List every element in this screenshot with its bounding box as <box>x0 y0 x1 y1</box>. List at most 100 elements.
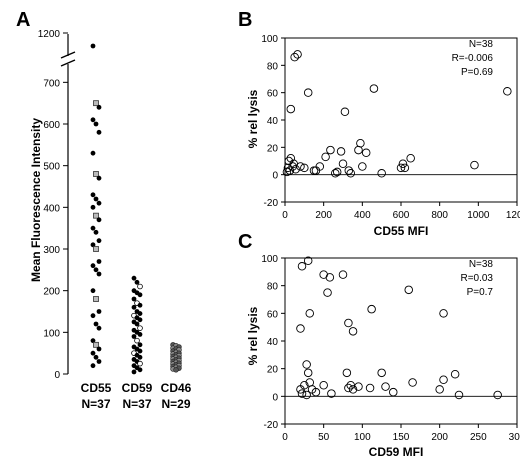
y-tick-label: 80 <box>267 282 279 293</box>
scatter-point <box>297 389 307 398</box>
panel-a-point <box>93 229 99 235</box>
scatter-point <box>297 262 307 271</box>
scatter-point <box>300 381 309 390</box>
scatter-point <box>342 368 352 378</box>
scatter-point <box>338 270 348 279</box>
panel-a-point <box>90 192 96 198</box>
y-tick-label: 60 <box>267 89 279 100</box>
panel-a-point <box>96 238 102 244</box>
scatter-point <box>454 390 464 400</box>
panel-b-ylabel: % rel lysis <box>246 89 260 148</box>
panel-b-xlabel: CD55 MFI <box>374 224 429 238</box>
y-tick-label: 20 <box>267 365 279 376</box>
panel-c-stat-r: R=0.03 <box>460 273 493 284</box>
scatter-point <box>439 375 448 384</box>
panel-label-a: A <box>16 9 30 31</box>
panel-a-point <box>137 348 143 354</box>
panel-a-point <box>93 267 99 273</box>
y-tick-label: 40 <box>267 116 279 127</box>
panel-a-point <box>93 196 99 202</box>
panel-b-stat-r: R=-0.006 <box>452 53 494 64</box>
scatter-point <box>286 104 296 114</box>
panel-a-y-tick-label: 700 <box>43 78 60 89</box>
scatter-point <box>302 360 311 369</box>
y-tick-label: -20 <box>264 420 279 431</box>
scatter-point <box>439 309 448 318</box>
x-tick-label: 200 <box>431 432 448 443</box>
panel-a-point <box>96 309 102 314</box>
scatter-point <box>377 368 386 378</box>
scatter-point <box>338 159 348 168</box>
scatter-point <box>290 52 299 62</box>
scatter-point <box>340 107 350 117</box>
panel-a-point <box>93 321 99 327</box>
panel-c-stat-p: P=0.7 <box>467 287 494 298</box>
scatter-point <box>302 390 311 400</box>
y-tick-label: 20 <box>267 143 279 154</box>
scatter-point <box>365 383 375 393</box>
panel-a-y-tick-label: 100 <box>43 328 60 339</box>
scatter-point <box>325 273 335 282</box>
panel-a-y-tick-label: 400 <box>43 203 60 214</box>
scatter-point <box>296 324 305 333</box>
panel-a-point <box>93 354 99 360</box>
x-tick-label: 100 <box>354 432 371 443</box>
scatter-point <box>323 288 332 297</box>
scatter-point <box>300 163 309 173</box>
scatter-point <box>400 163 410 173</box>
panel-a-point <box>137 367 143 373</box>
panel-a-ylabel: Mean Fluorescence Intensity <box>29 118 43 282</box>
panel-a-category-label: N=37 <box>122 397 151 411</box>
panel-a-y-tick-label: 200 <box>43 287 60 298</box>
panel-a-point <box>131 334 137 339</box>
panel-a-point <box>90 43 96 49</box>
panel-a-axis-break-1 <box>60 51 76 59</box>
panel-a-point <box>173 367 179 373</box>
scatter-point <box>311 387 321 397</box>
panel-b-stat-p: P=0.69 <box>461 67 493 78</box>
panel-a-point <box>93 296 99 302</box>
scatter-point <box>377 169 386 178</box>
panel-a-point <box>96 129 102 135</box>
panel-a-point <box>137 317 143 323</box>
x-tick-label: 1000 <box>467 210 490 221</box>
panel-a-point <box>93 212 99 219</box>
panel-a-axis-break-2 <box>60 59 76 67</box>
x-tick-label: 800 <box>431 210 448 221</box>
x-tick-label: 400 <box>354 210 371 221</box>
panel-a-point <box>90 338 96 344</box>
scatter-point <box>282 167 292 177</box>
x-tick-label: 250 <box>470 432 487 443</box>
y-tick-label: 100 <box>261 34 278 45</box>
y-tick-label: 40 <box>267 337 279 348</box>
scatter-point <box>291 164 300 174</box>
y-tick-label: 0 <box>272 171 278 182</box>
x-tick-label: 200 <box>315 210 332 221</box>
panel-label-c: C <box>238 231 252 253</box>
y-tick-label: 0 <box>272 392 278 403</box>
scatter-point <box>303 368 313 378</box>
scatter-point <box>305 309 314 318</box>
panel-a-point <box>137 292 143 298</box>
panel-a-point <box>90 150 96 156</box>
panel-c-points <box>296 256 502 400</box>
scatter-point <box>344 318 353 328</box>
panel-a-point <box>90 204 96 210</box>
panel-c-stat-n: N=38 <box>469 259 494 270</box>
panel-a-point <box>93 171 99 177</box>
panel-a-point <box>131 369 137 375</box>
panel-a-point <box>96 217 102 223</box>
panel-a-category-label: CD46 <box>161 381 192 395</box>
panel-a-point <box>137 332 143 337</box>
scatter-point <box>315 162 325 171</box>
panel-a-point <box>134 321 140 327</box>
scatter-point <box>396 163 406 173</box>
scatter-point <box>408 378 417 387</box>
panel-a-point <box>96 259 102 264</box>
scatter-point <box>332 167 342 177</box>
panel-a-point <box>90 313 96 319</box>
scatter-point <box>358 162 367 171</box>
panel-a-point <box>96 175 102 181</box>
scatter-point <box>321 152 330 162</box>
